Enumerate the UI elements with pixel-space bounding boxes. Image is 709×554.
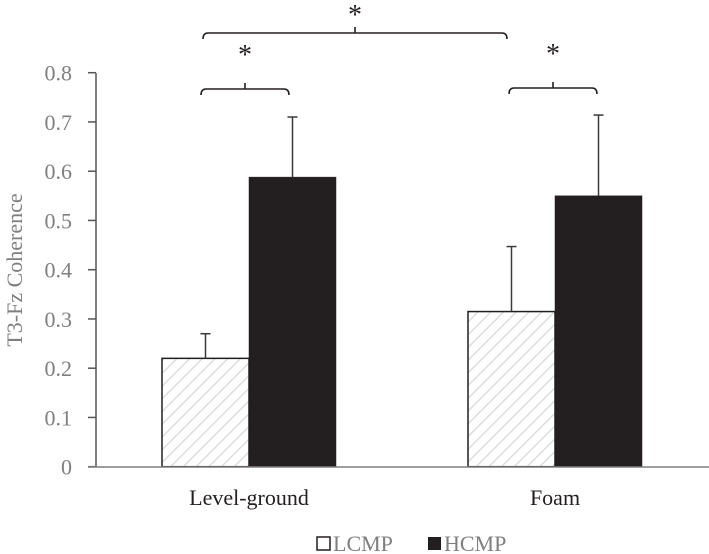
significance-bracket: [200, 83, 290, 96]
x-category-label: Foam: [530, 485, 580, 510]
significance-star: *: [348, 0, 362, 31]
y-tick-label: 0: [61, 455, 72, 480]
y-tick-label: 0.2: [45, 356, 73, 381]
y-tick-label: 0.8: [45, 61, 73, 86]
legend-label-hcmp: HCMP: [444, 531, 506, 554]
legend: LCMP HCMP: [316, 531, 506, 554]
bar-hcmp-level-ground: [248, 176, 337, 467]
bar-hcmp-foam: [554, 195, 643, 467]
significance-star: *: [238, 40, 252, 71]
significance-star: *: [546, 39, 560, 70]
legend-swatch-lcmp: [316, 536, 331, 551]
bar-lcmp-foam: [467, 310, 556, 468]
y-tick-label: 0.3: [45, 307, 73, 332]
significance-bracket: [508, 82, 598, 95]
significance-bracket: [202, 27, 508, 40]
bar-lcmp-level-ground: [161, 357, 250, 468]
y-tick-label: 0.5: [45, 208, 73, 233]
y-tick-label: 0.1: [45, 405, 73, 430]
y-tick-label: 0.6: [45, 159, 73, 184]
x-category-label: Level-ground: [189, 485, 309, 510]
legend-label-lcmp: LCMP: [333, 531, 393, 554]
y-tick-label: 0.7: [45, 110, 73, 135]
legend-swatch-hcmp: [428, 537, 441, 550]
y-tick-label: 0.4: [45, 258, 73, 283]
y-axis-label: T3-Fz Coherence: [2, 193, 27, 346]
